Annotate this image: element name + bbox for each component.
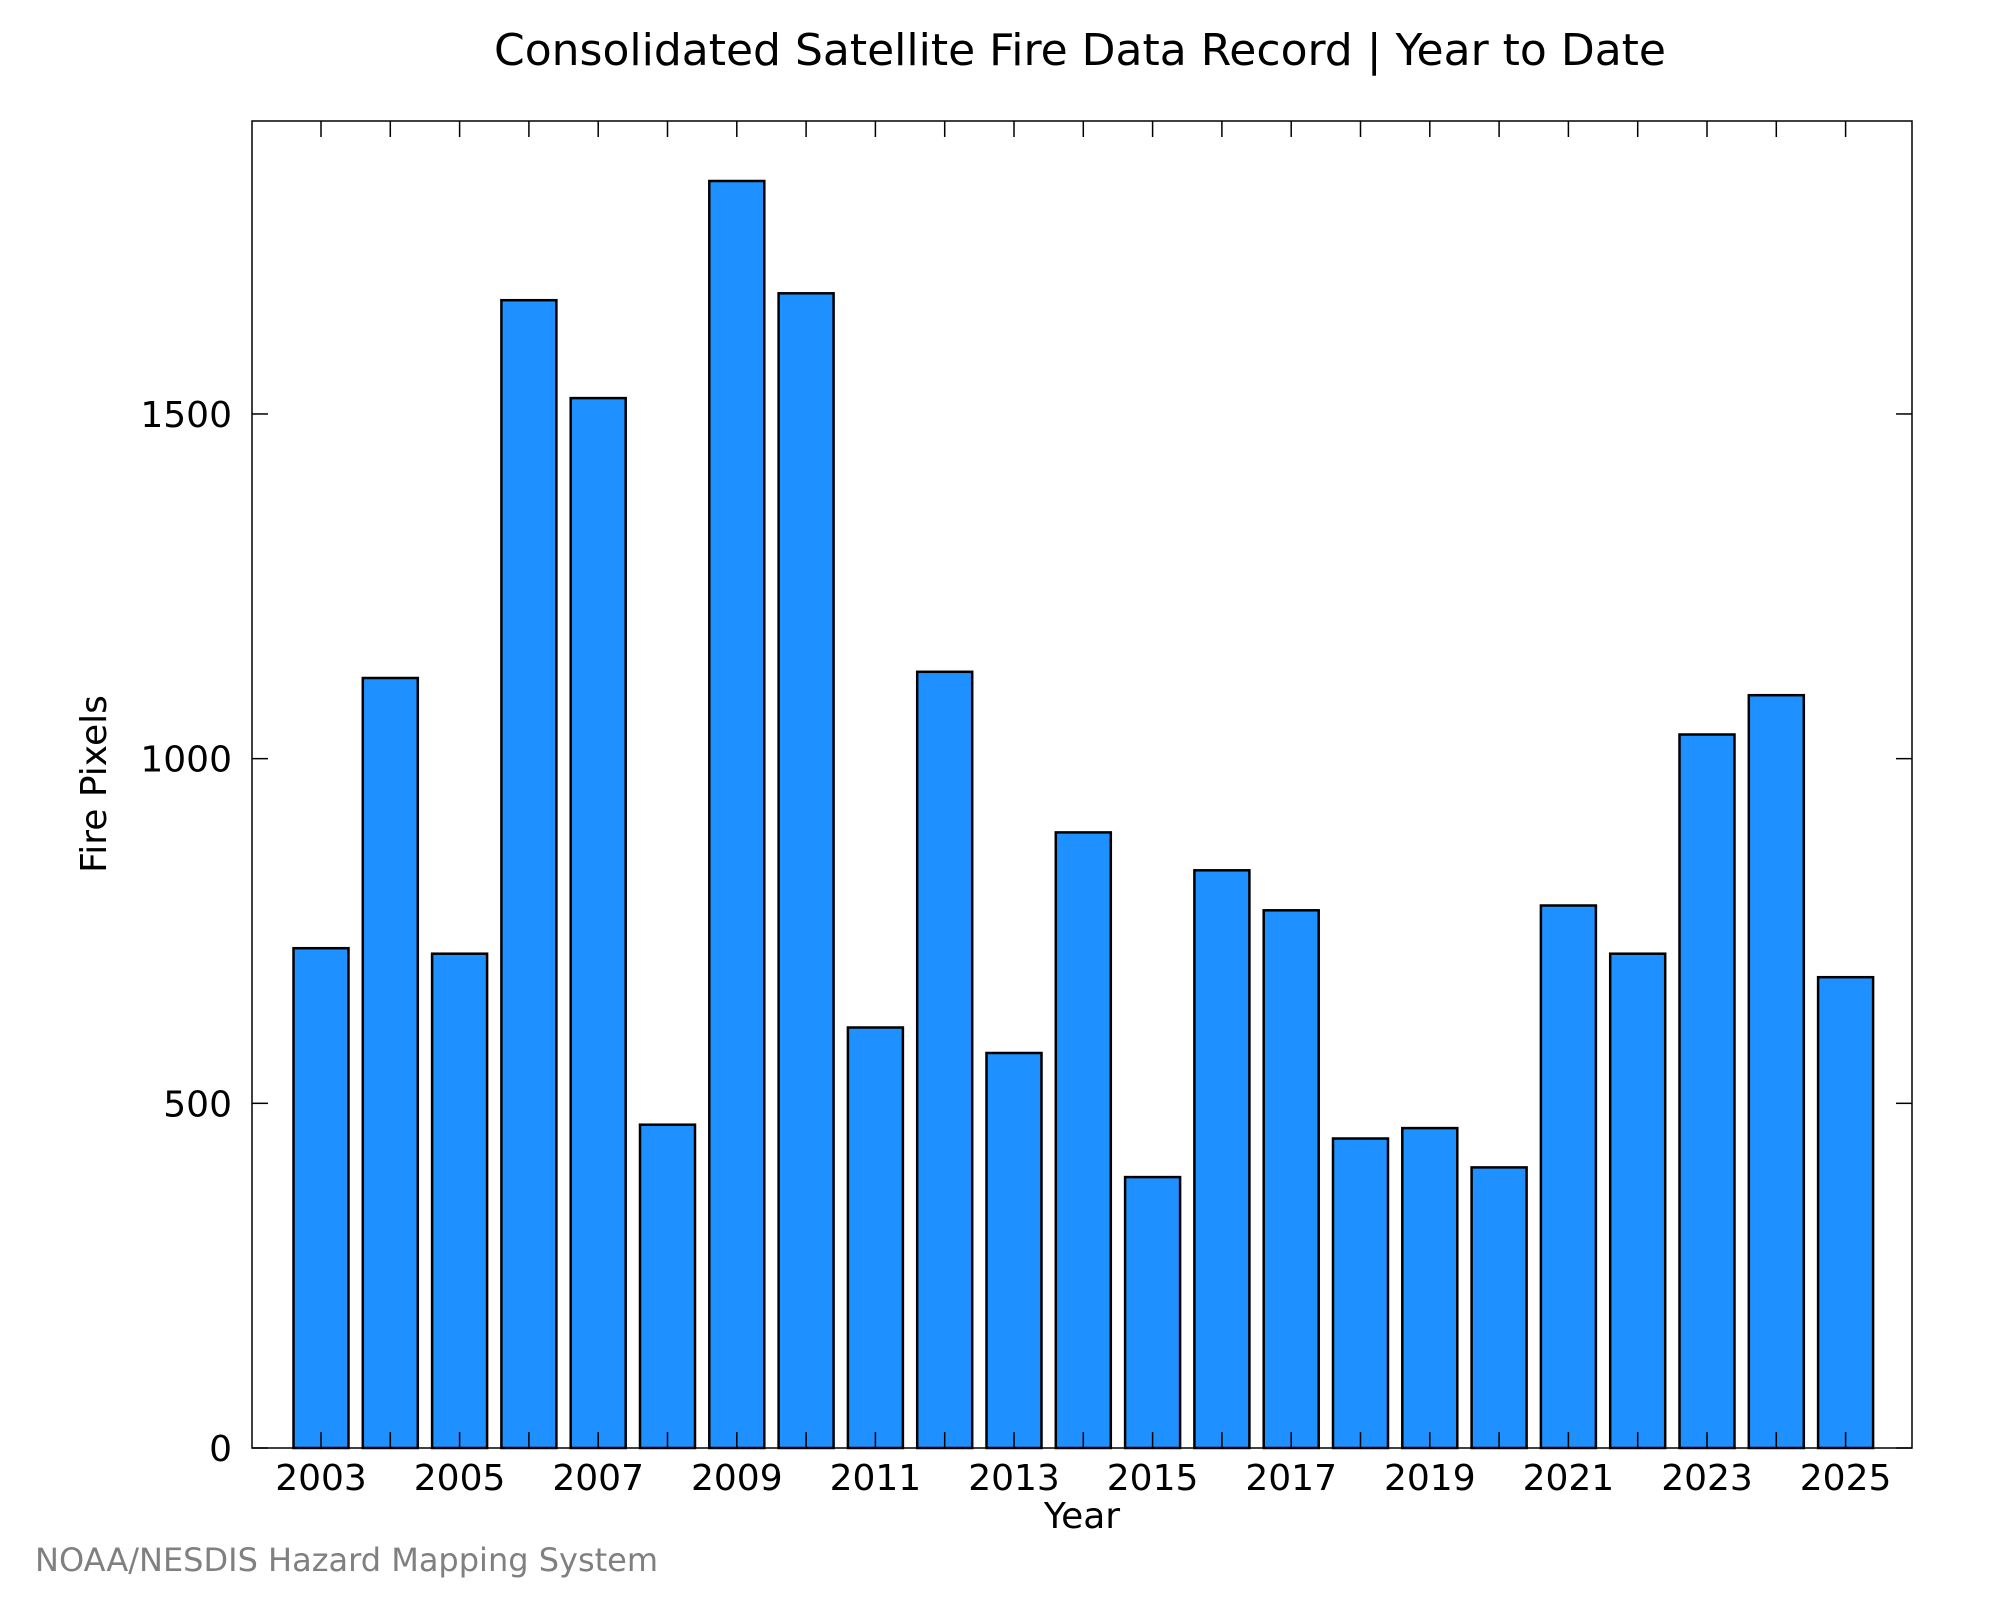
x-tick-label-2015: 2015 xyxy=(1107,1458,1199,1499)
x-tick-label-2005: 2005 xyxy=(414,1458,506,1499)
plot-frame xyxy=(251,120,1913,1449)
bar-2018 xyxy=(1331,1137,1390,1450)
y-tick-label-500: 500 xyxy=(163,1084,232,1125)
ticks-group: 0 500 1000 1500 2003 2005 2007 2009 2011 2013 2015… xyxy=(140,121,1912,1499)
y-tick-label-1000: 1000 xyxy=(140,740,232,781)
x-tick-label-2009: 2009 xyxy=(691,1458,783,1499)
bar-2025 xyxy=(1816,975,1875,1450)
chart-title: Consolidated Satellite Fire Data Record … xyxy=(494,25,1666,76)
bar-2011 xyxy=(846,1026,905,1450)
bar-2009 xyxy=(708,179,766,1450)
x-tick-label-2025: 2025 xyxy=(1800,1458,1892,1499)
x-tick-label-2017: 2017 xyxy=(1245,1458,1337,1499)
bar-2017 xyxy=(1262,909,1320,1450)
x-tick-label-2023: 2023 xyxy=(1661,1458,1753,1499)
x-axis-label: Year xyxy=(1043,1496,1120,1537)
y-tick-label-0: 0 xyxy=(209,1429,232,1470)
credit-text: NOAA/NESDIS Hazard Mapping System xyxy=(35,1541,658,1579)
bar-2020 xyxy=(1470,1166,1528,1450)
bar-2022 xyxy=(1608,952,1667,1450)
bar-2024 xyxy=(1747,693,1806,1450)
bar-2019 xyxy=(1401,1126,1459,1450)
bar-2021 xyxy=(1539,904,1598,1450)
bar-2012 xyxy=(915,670,974,1450)
bar-2013 xyxy=(985,1051,1043,1450)
bar-2015 xyxy=(1123,1175,1182,1450)
x-tick-label-2003: 2003 xyxy=(275,1458,367,1499)
x-tick-label-2021: 2021 xyxy=(1523,1458,1615,1499)
x-tick-label-2011: 2011 xyxy=(830,1458,922,1499)
bar-2005 xyxy=(430,952,489,1450)
x-tick-label-2019: 2019 xyxy=(1384,1458,1476,1499)
bar-2006 xyxy=(500,298,558,1450)
bars-group xyxy=(292,179,1875,1450)
x-tick-label-2007: 2007 xyxy=(552,1458,644,1499)
x-tick-label-2013: 2013 xyxy=(968,1458,1060,1499)
y-tick-label-1500: 1500 xyxy=(140,395,232,436)
bar-2014 xyxy=(1054,831,1113,1450)
bar-2004 xyxy=(361,676,420,1450)
bar-2007 xyxy=(569,396,627,1450)
bar-2016 xyxy=(1193,869,1251,1450)
y-axis-label: Fire Pixels xyxy=(74,695,115,873)
bar-2010 xyxy=(777,292,835,1450)
bar-2003 xyxy=(292,946,350,1450)
bar-2023 xyxy=(1678,733,1736,1450)
bar-2008 xyxy=(638,1123,697,1450)
